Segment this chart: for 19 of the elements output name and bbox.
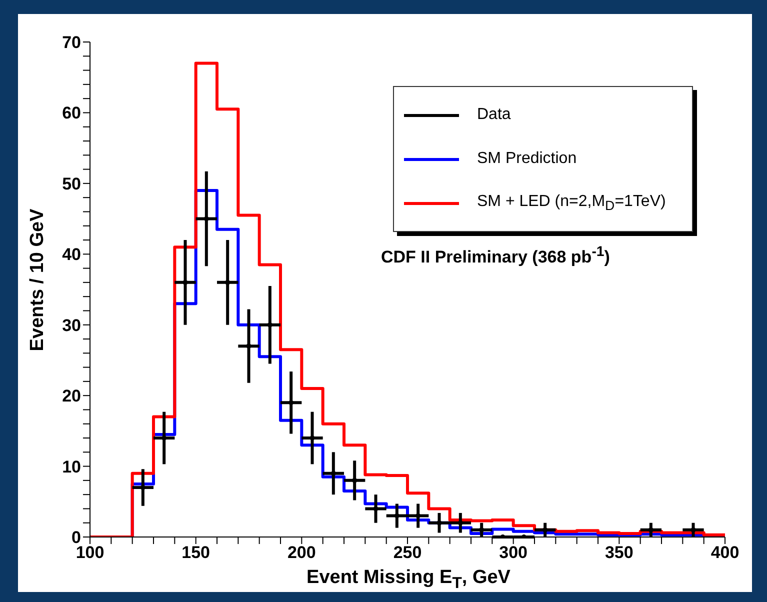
y-tick-label: 40 — [62, 245, 81, 264]
y-tick-label: 20 — [62, 386, 81, 406]
y-tick-label: 60 — [62, 104, 81, 123]
x-tick-label: 150 — [182, 543, 210, 562]
y-tick-label: 30 — [62, 316, 81, 335]
x-tick-label: 300 — [499, 543, 528, 562]
x-tick-label: 400 — [710, 543, 740, 562]
y-tick-label: 10 — [62, 457, 81, 476]
legend-label: Data — [477, 106, 511, 124]
annotation: CDF II Preliminary (368 pb$^{-1}$) — [381, 244, 610, 268]
y-tick-label: 70 — [62, 33, 81, 52]
y-tick-label: 50 — [62, 174, 81, 194]
y-axis-title: Events / 10 GeV — [27, 208, 49, 354]
x-tick-label: 200 — [287, 543, 316, 562]
x-axis-title: Event Missing E$_{T}$, GeV — [306, 567, 512, 593]
legend-label: SM + LED (n=2,M$_{D}$=1TeV) — [477, 192, 666, 214]
legend-label: SM Prediction — [477, 150, 577, 168]
x-tick-label: 350 — [604, 543, 634, 562]
x-tick-label: 250 — [393, 543, 422, 562]
